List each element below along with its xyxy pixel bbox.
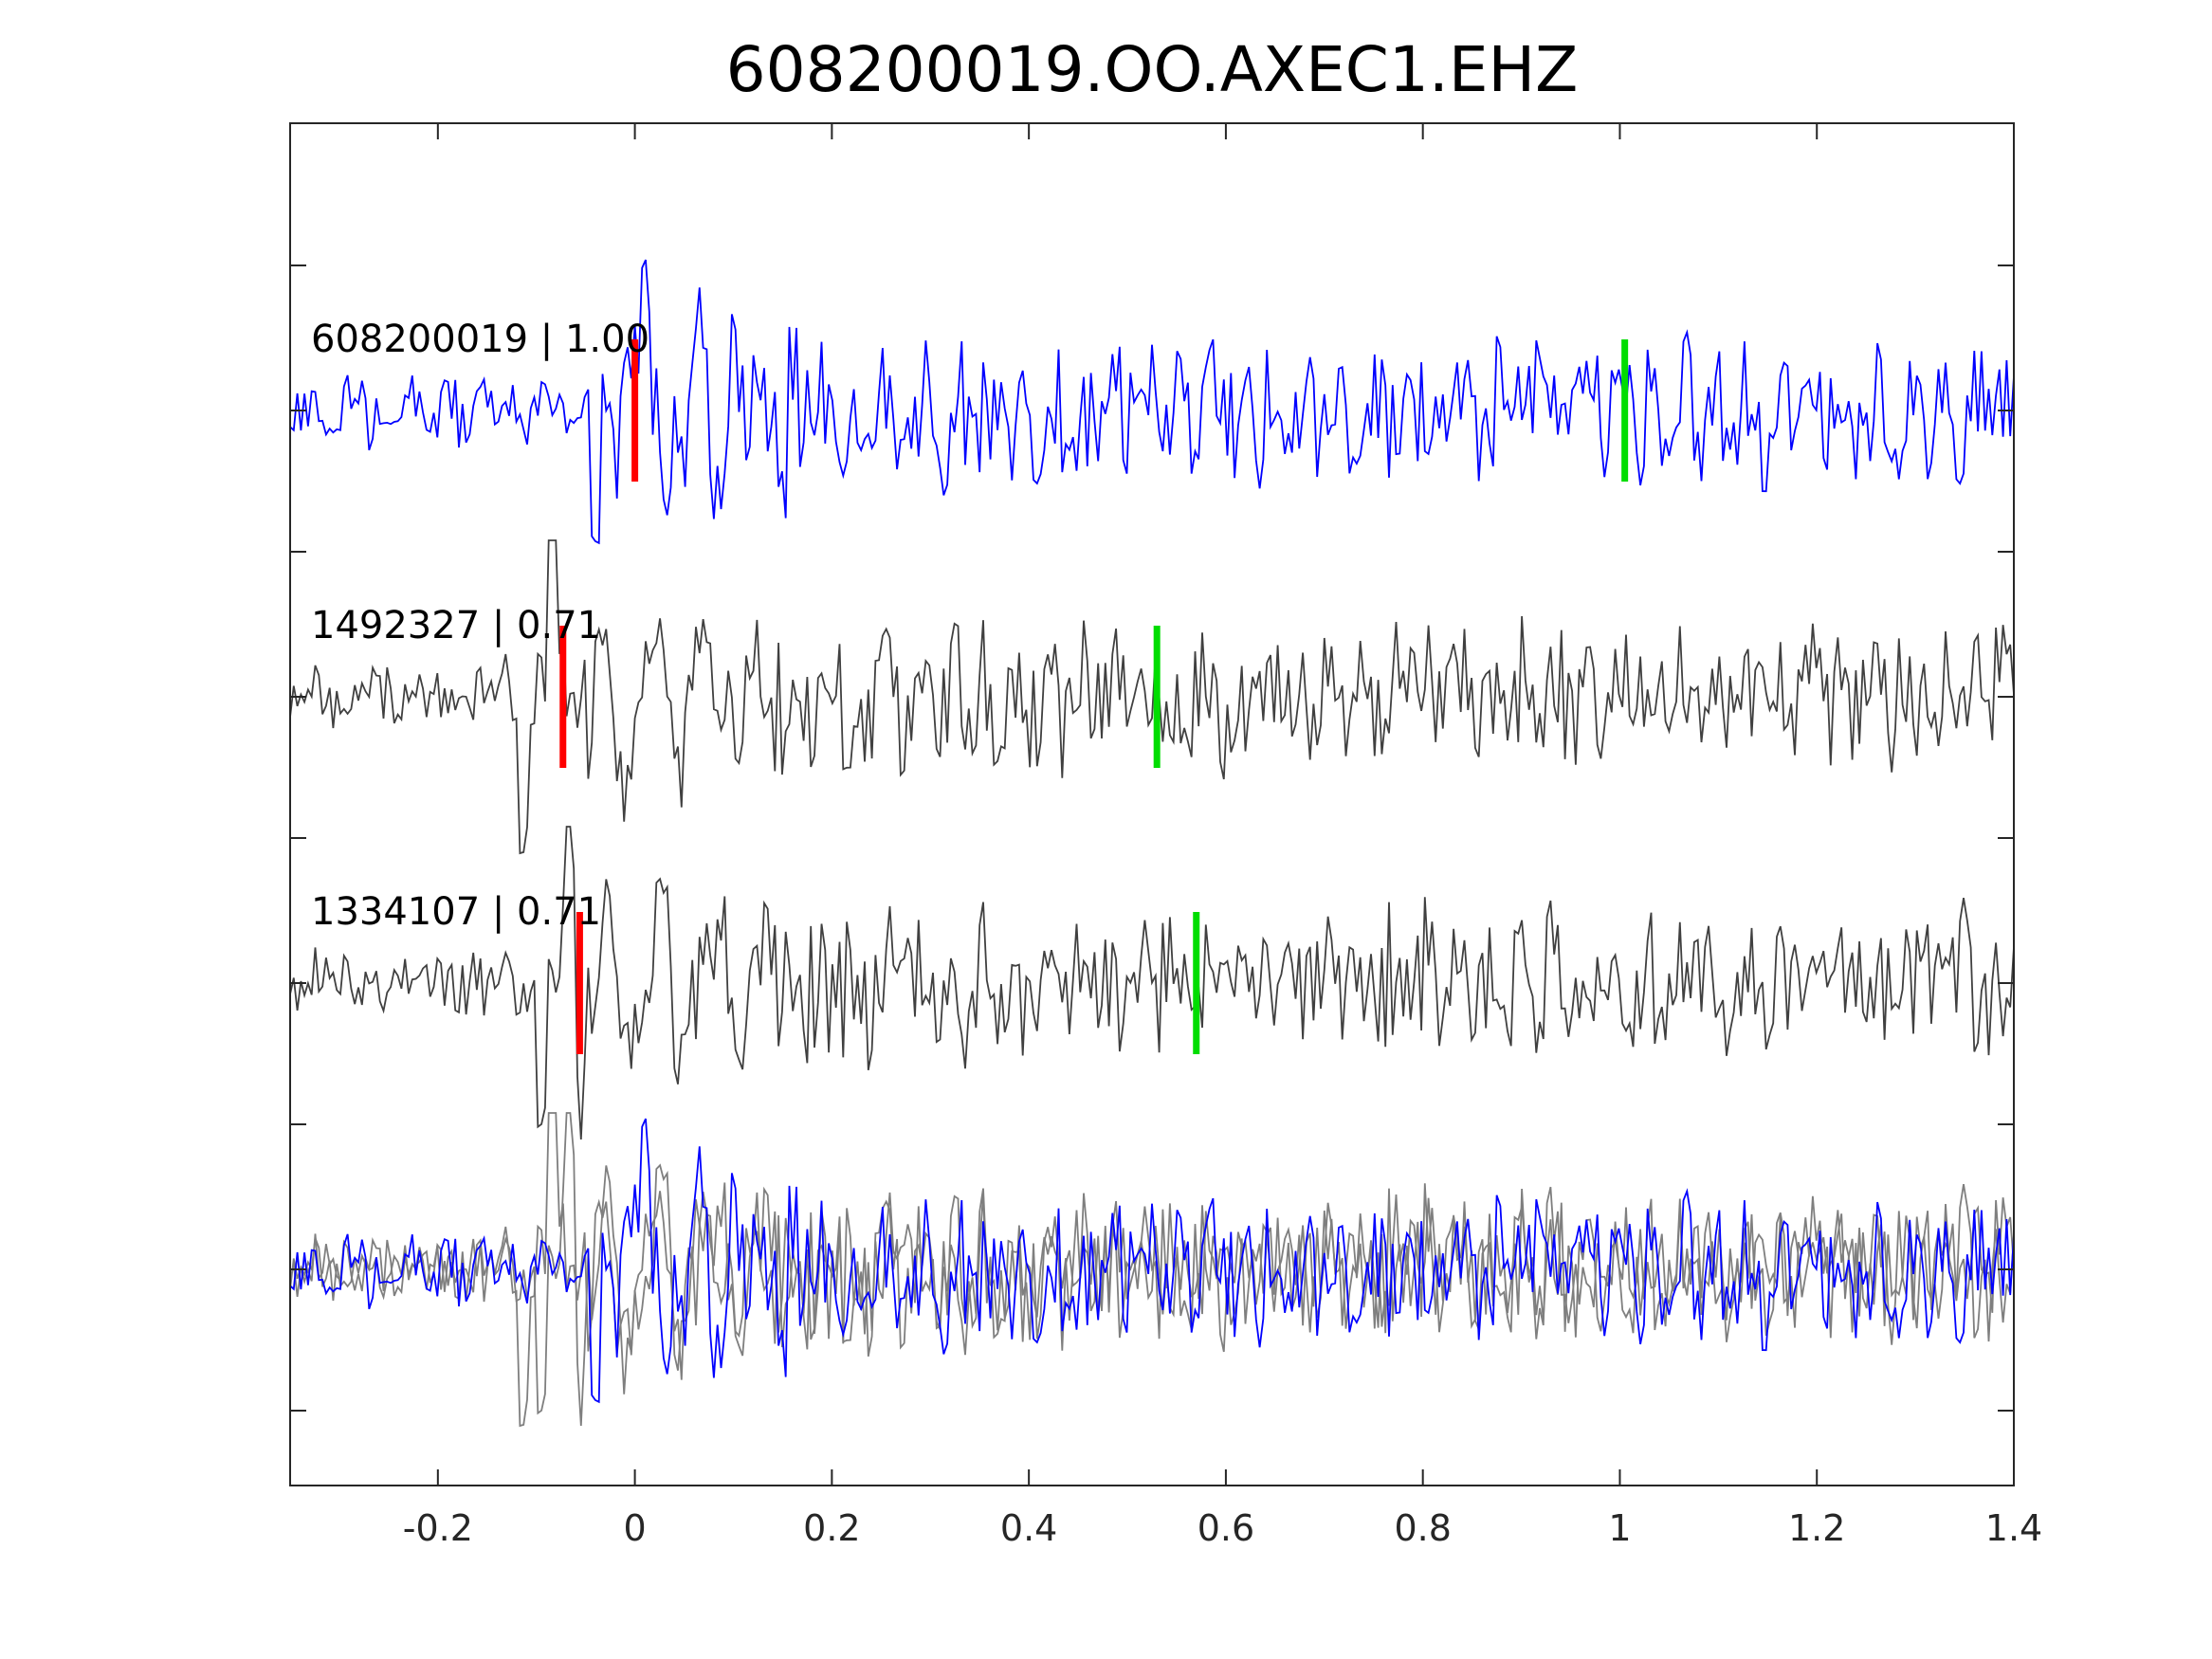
trace-label-2: 1492327 | 0.71: [311, 604, 601, 647]
x-tick-label: 0: [624, 1507, 647, 1549]
x-tick-label: -0.2: [403, 1507, 473, 1549]
trace-line-2: [289, 539, 2015, 855]
picks-layer: [559, 339, 1629, 1054]
trace-labels-layer: 608200019 | 1.00 1492327 | 0.71 1334107 | …: [311, 318, 649, 934]
plot-frame: [289, 122, 2015, 1486]
axis-layer: -0.2 0 0.2 0.4 0.6 0.8 1 1.2 1.4: [290, 123, 2042, 1549]
trace-label-1: 608200019 | 1.00: [311, 318, 649, 361]
x-tick-label: 1: [1608, 1507, 1631, 1549]
x-tick-label: 1.2: [1788, 1507, 1845, 1549]
x-tick-label: 0.2: [803, 1507, 860, 1549]
overlay-trace-line-3: [289, 1112, 2015, 1427]
x-tick-label: 0.8: [1394, 1507, 1451, 1549]
x-tick-label: 0.4: [1000, 1507, 1057, 1549]
x-tick-label: 1.4: [1985, 1507, 2042, 1549]
overlay-trace-line-1: [289, 1118, 2015, 1404]
trace-label-3: 1334107 | 0.71: [311, 890, 601, 934]
x-tick-label: 0.6: [1197, 1507, 1254, 1549]
trace-line-1: [289, 259, 2015, 545]
traces-layer: [289, 259, 2015, 1428]
overlay-trace-line-2: [289, 1112, 2015, 1428]
trace-line-3: [289, 826, 2015, 1140]
chart-title: 608200019.OO.AXEC1.EHZ: [726, 33, 1579, 106]
